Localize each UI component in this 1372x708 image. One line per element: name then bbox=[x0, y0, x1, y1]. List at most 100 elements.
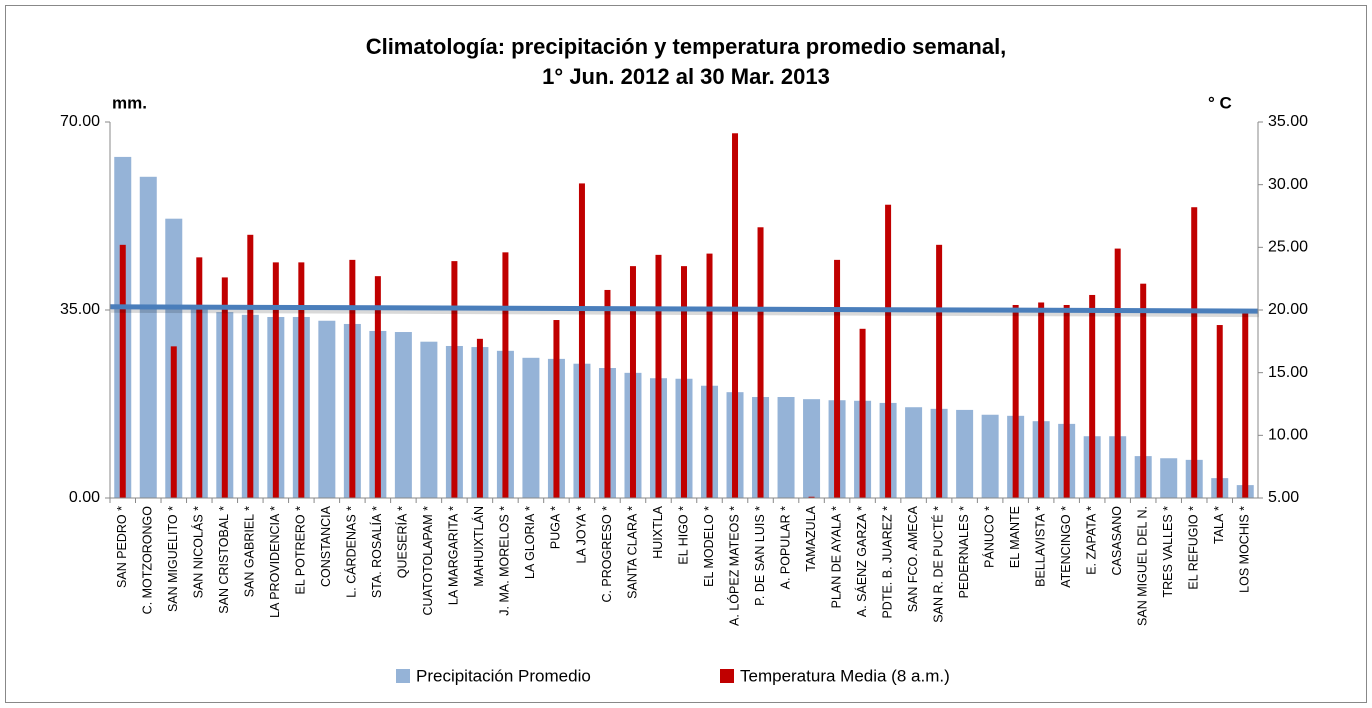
x-tick-label: SAN NICOLÁS * bbox=[191, 506, 206, 599]
legend-swatch bbox=[396, 669, 410, 683]
temperature-bar bbox=[119, 244, 126, 498]
temperature-bar bbox=[808, 496, 815, 498]
x-tick-label: SANTA CLARA * bbox=[625, 506, 639, 599]
y2-tick-label: 25.00 bbox=[1268, 239, 1308, 256]
x-tick-label: SAN MIGUELITO * bbox=[166, 506, 180, 612]
x-tick-label: EL MODELO * bbox=[702, 506, 716, 587]
precipitation-bar bbox=[981, 414, 999, 498]
precipitation-bar bbox=[318, 320, 336, 498]
x-tick-label: HUIXTLA bbox=[651, 505, 665, 558]
temperature-bar bbox=[170, 346, 177, 498]
x-tick-label: SAN FCO. AMECA bbox=[906, 505, 920, 612]
x-tick-label: PLAN DE AYALA * bbox=[829, 506, 843, 609]
x-tick-label: SAN MIGUEL DEL N. bbox=[1135, 506, 1149, 626]
precipitation-bar bbox=[905, 407, 923, 498]
y2-tick-label: 15.00 bbox=[1268, 364, 1308, 381]
x-tick-label: QUESERÍA * bbox=[395, 506, 410, 578]
temperature-bar bbox=[578, 183, 585, 498]
x-tick-label: LA GLORIA * bbox=[523, 506, 537, 579]
x-tick-label: STA. ROSALÍA * bbox=[369, 506, 384, 598]
x-tick-label: EL HIGO * bbox=[676, 506, 690, 565]
temperature-bar bbox=[298, 262, 305, 498]
temperature-bar bbox=[374, 276, 381, 498]
x-tick-label: EL POTRERO * bbox=[294, 506, 308, 595]
precipitation-bar bbox=[394, 332, 412, 498]
x-tick-label: CONSTANCIA bbox=[319, 505, 333, 587]
x-tick-label: SAN R. DE PUCTÉ * bbox=[930, 506, 945, 623]
temperature-bar bbox=[757, 227, 764, 498]
x-tick-label: EL MANTE bbox=[1008, 506, 1022, 568]
temperature-bar bbox=[272, 262, 279, 498]
temperature-bar bbox=[859, 328, 866, 498]
temperature-bar bbox=[553, 320, 560, 498]
x-tick-label: PUGA * bbox=[549, 506, 563, 549]
legend-swatch bbox=[720, 669, 734, 683]
chart-title: 1° Jun. 2012 al 30 Mar. 2013 bbox=[542, 64, 830, 89]
x-tick-label: ATENCINGO * bbox=[1059, 506, 1073, 588]
temperature-bar bbox=[604, 289, 611, 498]
y2-tick-label: 35.00 bbox=[1268, 113, 1308, 130]
x-tick-label: EL REFUGIO * bbox=[1187, 506, 1201, 590]
precipitation-bar bbox=[522, 357, 540, 498]
temperature-bar bbox=[1114, 248, 1121, 498]
x-tick-label: TALA * bbox=[1212, 506, 1226, 544]
temperature-bar bbox=[1012, 304, 1019, 498]
temperature-bar bbox=[629, 266, 636, 498]
x-tick-label: P. DE SAN LUIS * bbox=[753, 506, 767, 606]
y2-tick-label: 10.00 bbox=[1268, 427, 1308, 444]
temperature-bar bbox=[502, 252, 509, 498]
y2-tick-label: 30.00 bbox=[1268, 176, 1308, 193]
y-tick-label: 70.00 bbox=[60, 113, 100, 130]
legend-label: Precipitación Promedio bbox=[416, 666, 591, 685]
x-tick-label: L. CÁRDENAS * bbox=[344, 506, 359, 598]
temperature-bar bbox=[247, 234, 254, 499]
temperature-bar bbox=[1216, 325, 1223, 498]
precipitation-bar bbox=[1160, 458, 1178, 498]
temperature-bar bbox=[885, 204, 892, 498]
temperature-bar bbox=[655, 254, 662, 498]
x-tick-label: C. PROGRESO * bbox=[600, 506, 614, 603]
x-tick-label: TAMAZULA bbox=[804, 505, 818, 571]
temperature-bar bbox=[196, 257, 203, 498]
x-tick-label: LA JOYA * bbox=[574, 506, 588, 564]
temperature-bar bbox=[1089, 294, 1096, 498]
x-tick-label: PDTE. B. JUAREZ * bbox=[880, 506, 894, 619]
temperature-bar bbox=[936, 244, 943, 498]
y2-tick-label: 20.00 bbox=[1268, 301, 1308, 318]
temperature-bar bbox=[1191, 207, 1198, 498]
temperature-bar bbox=[1242, 312, 1249, 498]
trend-line-shadow bbox=[110, 306, 1260, 318]
x-tick-label: MAHUIXTLÁN bbox=[471, 506, 486, 587]
legend-label: Temperatura Media (8 a.m.) bbox=[740, 666, 950, 685]
temperature-bar bbox=[476, 338, 483, 498]
trend-line bbox=[109, 304, 1259, 314]
temperature-bar bbox=[1140, 283, 1147, 498]
x-tick-label: BELLAVISTA * bbox=[1033, 506, 1047, 587]
y2-axis-label: ° C bbox=[1208, 93, 1232, 112]
x-tick-label: A. LÓPEZ MATEOS * bbox=[726, 506, 741, 626]
precipitation-bar bbox=[803, 399, 821, 498]
chart-title: Climatología: precipitación y temperatur… bbox=[366, 34, 1007, 59]
temperature-bar bbox=[1038, 302, 1045, 498]
temperature-bar bbox=[349, 259, 356, 498]
x-tick-label: CUATOTOLAPAM * bbox=[421, 506, 435, 616]
x-tick-label: E. ZAPATA * bbox=[1084, 506, 1098, 575]
y2-tick-label: 5.00 bbox=[1268, 489, 1299, 506]
x-tick-label: SAN GABRIEL * bbox=[243, 506, 257, 597]
y-axis-label: mm. bbox=[112, 93, 147, 112]
y-tick-label: 0.00 bbox=[69, 489, 100, 506]
temperature-bar bbox=[1063, 304, 1070, 498]
x-tick-label: C. MOTZORONGO bbox=[141, 506, 155, 615]
temperature-bar bbox=[451, 261, 458, 498]
x-tick-label: SAN PEDRO * bbox=[115, 506, 129, 588]
precipitation-bar bbox=[139, 176, 157, 498]
precipitation-bar bbox=[777, 397, 795, 498]
temperature-bar bbox=[706, 253, 713, 498]
y-tick-label: 35.00 bbox=[60, 301, 100, 318]
x-tick-label: TRES VALLES * bbox=[1161, 506, 1175, 598]
x-tick-label: PÁNUCO * bbox=[981, 506, 996, 568]
x-tick-label: CASASANO bbox=[1110, 506, 1124, 576]
x-tick-label: LA MARGARITA * bbox=[447, 506, 461, 605]
x-tick-label: LA PROVIDENCIA * bbox=[268, 506, 282, 618]
